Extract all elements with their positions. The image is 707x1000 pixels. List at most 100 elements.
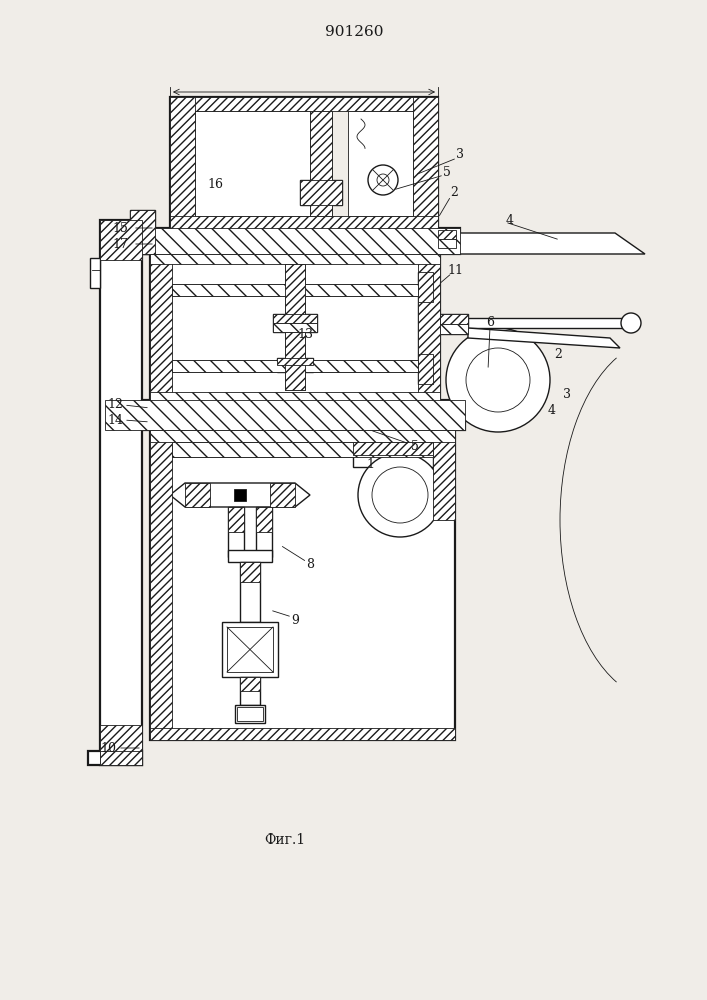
- Bar: [438, 230, 456, 248]
- Bar: [150, 254, 172, 402]
- Bar: [285, 332, 305, 390]
- Bar: [227, 627, 273, 672]
- Bar: [273, 314, 317, 332]
- Bar: [150, 254, 440, 402]
- Bar: [300, 180, 342, 205]
- Bar: [170, 97, 438, 230]
- Bar: [172, 442, 433, 457]
- Text: 11: 11: [447, 263, 463, 276]
- Text: 4: 4: [506, 214, 514, 227]
- Bar: [285, 264, 305, 324]
- Text: 17: 17: [112, 237, 128, 250]
- Text: 12: 12: [107, 398, 123, 412]
- Bar: [310, 111, 332, 216]
- Bar: [228, 507, 244, 532]
- Text: Фиг.1: Фиг.1: [264, 833, 305, 847]
- Bar: [172, 360, 418, 372]
- Bar: [234, 489, 246, 501]
- Bar: [438, 230, 456, 239]
- Bar: [348, 111, 413, 216]
- Bar: [418, 272, 433, 302]
- Bar: [256, 507, 272, 532]
- Bar: [237, 707, 263, 721]
- Circle shape: [368, 165, 398, 195]
- Bar: [285, 264, 305, 324]
- Bar: [418, 254, 440, 402]
- Bar: [240, 677, 260, 705]
- Bar: [273, 314, 317, 323]
- Bar: [88, 751, 142, 765]
- Text: 3: 3: [456, 148, 464, 161]
- Text: 5: 5: [443, 165, 451, 178]
- Text: 8: 8: [306, 558, 314, 572]
- Bar: [172, 284, 418, 296]
- Bar: [272, 489, 284, 501]
- Bar: [150, 430, 455, 442]
- Bar: [433, 430, 455, 520]
- Bar: [228, 507, 244, 557]
- Circle shape: [466, 348, 530, 412]
- Polygon shape: [468, 328, 620, 348]
- Text: 15: 15: [112, 222, 128, 234]
- Bar: [273, 323, 317, 332]
- Text: 9: 9: [291, 613, 299, 626]
- Bar: [270, 483, 295, 507]
- Bar: [440, 324, 468, 334]
- Bar: [100, 725, 142, 765]
- Text: 2: 2: [554, 349, 562, 361]
- Bar: [150, 728, 455, 740]
- Bar: [100, 220, 142, 260]
- Text: 10: 10: [100, 742, 116, 754]
- Bar: [228, 550, 272, 562]
- Bar: [235, 705, 265, 723]
- Text: 13: 13: [297, 328, 313, 342]
- Circle shape: [372, 467, 428, 523]
- Bar: [440, 314, 468, 334]
- Bar: [150, 430, 455, 740]
- Bar: [285, 332, 305, 390]
- Bar: [130, 210, 155, 254]
- Text: 3: 3: [563, 388, 571, 401]
- Bar: [170, 97, 438, 111]
- Bar: [468, 318, 628, 328]
- Bar: [170, 216, 438, 230]
- Bar: [438, 239, 456, 248]
- Bar: [256, 507, 272, 557]
- Bar: [440, 314, 468, 324]
- Bar: [277, 358, 313, 365]
- Bar: [310, 111, 332, 216]
- Bar: [413, 97, 438, 230]
- Bar: [240, 677, 260, 691]
- Circle shape: [358, 453, 442, 537]
- Polygon shape: [456, 233, 645, 254]
- Bar: [150, 392, 440, 402]
- Bar: [172, 284, 418, 296]
- Circle shape: [446, 328, 550, 432]
- Bar: [240, 562, 260, 622]
- Bar: [130, 228, 460, 254]
- Bar: [130, 228, 460, 254]
- Circle shape: [621, 313, 641, 333]
- Bar: [222, 622, 278, 677]
- Bar: [300, 180, 342, 205]
- Text: 4: 4: [548, 403, 556, 416]
- Bar: [105, 400, 465, 430]
- Bar: [353, 442, 433, 455]
- Text: 901260: 901260: [325, 25, 383, 39]
- Bar: [100, 751, 142, 765]
- Bar: [185, 483, 210, 507]
- Text: 5: 5: [411, 440, 419, 454]
- Bar: [172, 442, 433, 457]
- Bar: [277, 358, 313, 372]
- Bar: [240, 562, 260, 582]
- Text: 14: 14: [107, 414, 123, 426]
- Bar: [418, 272, 433, 384]
- Bar: [150, 254, 440, 264]
- Bar: [100, 220, 142, 765]
- Bar: [195, 111, 310, 216]
- Text: 16: 16: [207, 178, 223, 192]
- Bar: [170, 97, 195, 230]
- Bar: [172, 360, 418, 372]
- Bar: [418, 354, 433, 384]
- Text: 6: 6: [486, 316, 494, 330]
